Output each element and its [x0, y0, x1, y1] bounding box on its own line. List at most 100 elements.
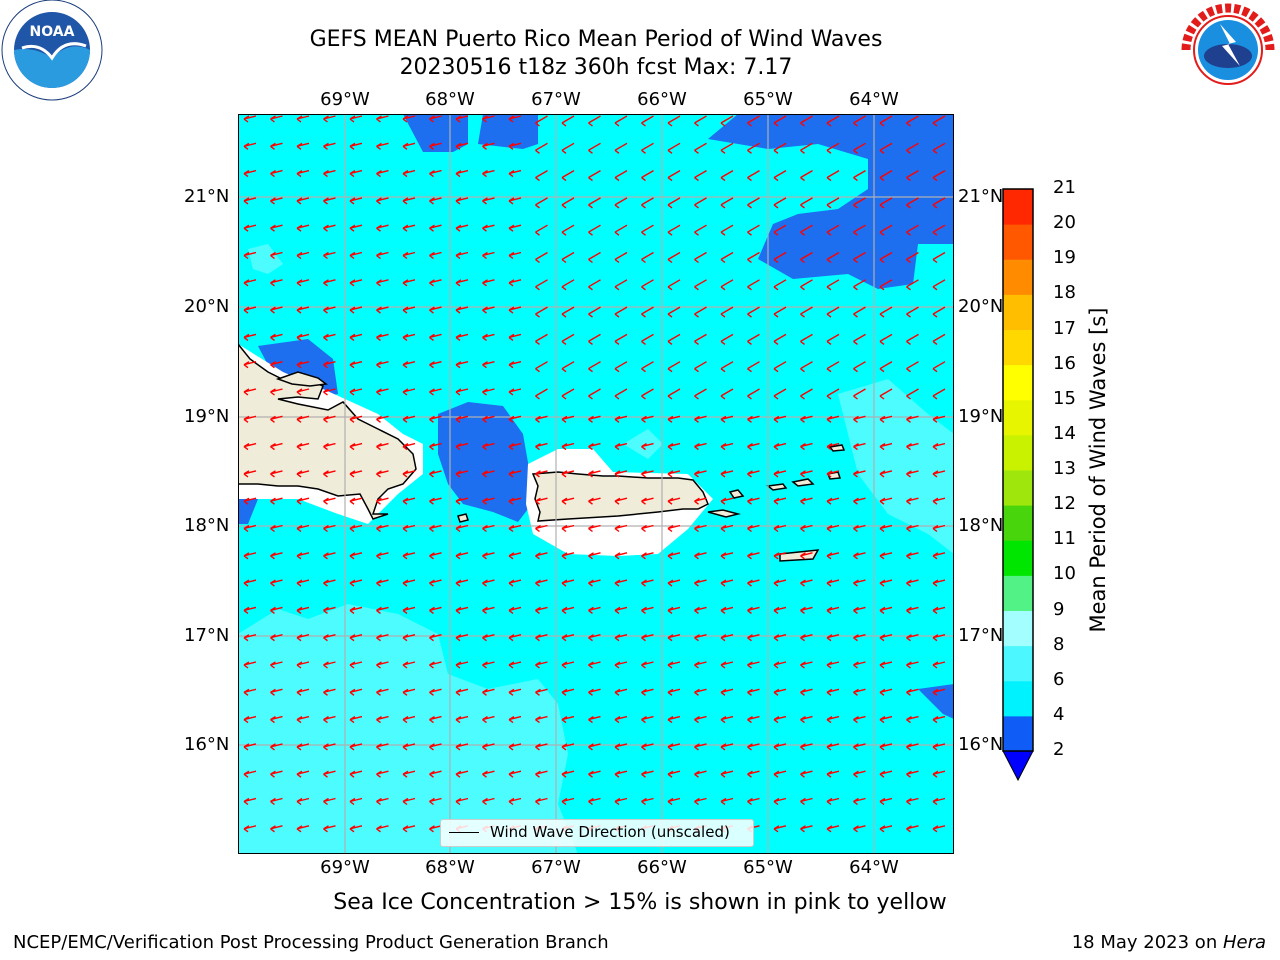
wind-arrow — [694, 524, 707, 533]
wind-arrow — [826, 497, 840, 505]
wind-arrow — [429, 634, 442, 642]
wind-arrow — [667, 579, 681, 587]
wind-arrow — [482, 115, 495, 123]
wind-arrow — [270, 306, 283, 314]
wind-arrow — [694, 415, 707, 423]
wind-arrow — [455, 743, 469, 751]
wind-arrow — [508, 306, 522, 314]
wind-arrow — [747, 715, 760, 724]
wind-arrow — [773, 306, 787, 318]
wind-arrow — [773, 169, 787, 182]
wind-arrow — [906, 579, 919, 587]
wind-arrow — [641, 415, 654, 423]
wind-arrow — [879, 497, 893, 505]
wind-arrow — [826, 442, 840, 451]
wind-arrow — [932, 415, 946, 423]
wind-arrow — [826, 279, 840, 291]
wind-arrow — [694, 197, 707, 209]
wind-arrow — [906, 470, 919, 478]
wind-arrow — [561, 661, 575, 669]
wind-arrow — [508, 470, 522, 478]
wind-arrow — [455, 251, 469, 260]
wind-arrow — [323, 333, 336, 341]
wind-arrow — [296, 306, 310, 314]
wind-arrow — [270, 197, 283, 205]
wind-arrow — [323, 552, 336, 560]
colorbar-swatch — [1003, 680, 1033, 717]
wind-arrow — [376, 524, 389, 533]
wind-arrow — [932, 142, 946, 154]
wind-arrow — [561, 715, 575, 724]
wind-arrow — [906, 361, 919, 373]
lat-tick-right-21n: 21°N — [958, 186, 1004, 207]
wind-arrow — [296, 634, 310, 642]
wind-arrow — [508, 661, 522, 669]
wind-arrow — [588, 552, 601, 560]
wind-arrow — [535, 115, 548, 127]
wind-arrow — [720, 497, 734, 505]
wind-arrow — [535, 497, 548, 505]
wind-arrow — [402, 306, 416, 314]
wind-arrow — [561, 115, 575, 127]
wind-arrow — [588, 361, 601, 373]
wind-arrow — [853, 197, 866, 209]
wind-arrow — [853, 388, 866, 400]
wind-arrow — [720, 634, 734, 642]
wind-arrow — [429, 661, 442, 669]
wind-arrow — [588, 688, 601, 696]
wind-arrow — [879, 634, 893, 642]
colorbar-tick-label: 4 — [1053, 703, 1065, 725]
wind-arrow — [349, 797, 363, 806]
wind-arrow — [826, 715, 840, 724]
wind-arrow — [614, 797, 628, 806]
wind-arrow — [323, 279, 336, 287]
wind-wave-direction-arrows — [243, 115, 946, 833]
wind-arrow — [773, 825, 787, 833]
wind-arrow — [694, 770, 707, 778]
sea-ice-note: Sea Ice Concentration > 15% is shown in … — [333, 890, 947, 915]
wind-arrow — [376, 388, 389, 396]
wind-arrow — [720, 688, 734, 696]
wind-arrow — [270, 333, 283, 341]
wind-arrow — [588, 115, 601, 127]
wind-arrow — [429, 797, 442, 806]
lat-tick-left-16n: 16°N — [184, 734, 230, 755]
wind-arrow — [694, 306, 707, 318]
wind-arrow — [879, 197, 893, 209]
wind-arrow — [296, 333, 310, 341]
wind-arrow — [243, 661, 257, 669]
wind-arrow — [535, 715, 548, 724]
wind-arrow — [720, 442, 734, 451]
wind-arrow — [349, 115, 363, 123]
legend-label: Wind Wave Direction (unscaled) — [490, 823, 730, 841]
wind-arrow — [455, 197, 469, 205]
wind-arrow — [482, 306, 495, 314]
wind-arrow — [402, 797, 416, 806]
wind-arrow — [667, 415, 681, 423]
wind-arrow — [561, 251, 575, 264]
wind-arrow — [932, 688, 946, 696]
lat-tick-right-18n: 18°N — [958, 515, 1004, 536]
wind-arrow — [853, 306, 866, 318]
wind-arrow — [879, 361, 893, 373]
wind-arrow — [588, 169, 601, 182]
wind-arrow — [561, 606, 575, 614]
colorbar-swatch — [1003, 575, 1033, 611]
wind-arrow — [906, 770, 919, 778]
wind-arrow — [270, 497, 283, 505]
wind-arrow — [614, 361, 628, 373]
wind-arrow — [826, 470, 840, 478]
wind-arrow — [720, 579, 734, 587]
wind-arrow — [296, 169, 310, 178]
wind-arrow — [641, 797, 654, 806]
wind-arrow — [800, 743, 813, 751]
wind-arrow — [747, 606, 760, 614]
wind-arrow — [853, 715, 866, 724]
wind-arrow — [402, 333, 416, 341]
wind-arrow — [323, 442, 336, 451]
wind-arrow — [323, 361, 336, 369]
wind-arrow — [323, 688, 336, 696]
wind-arrow — [588, 388, 601, 400]
wind-arrow — [243, 743, 257, 751]
wind-arrow — [720, 361, 734, 373]
